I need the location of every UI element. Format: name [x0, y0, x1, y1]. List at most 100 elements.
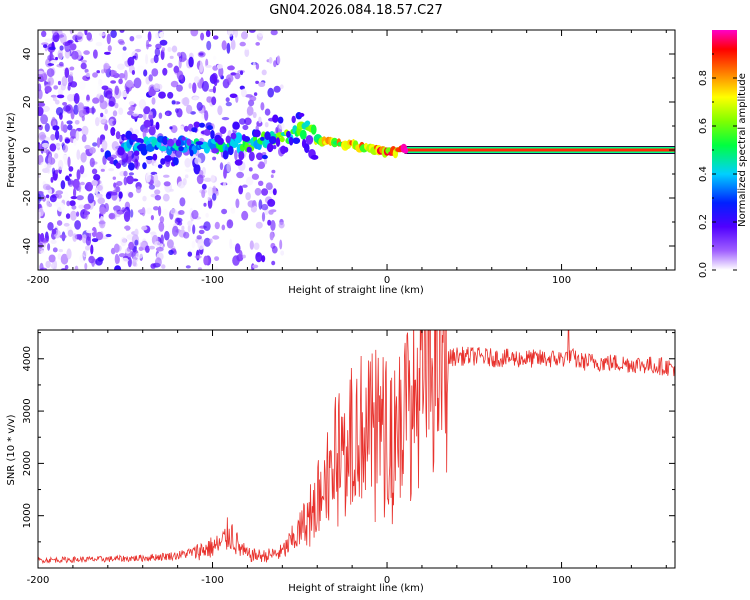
- noise-blob: [123, 170, 128, 177]
- noise-blob: [225, 74, 234, 83]
- noise-blob: [89, 147, 96, 154]
- noise-blob: [261, 188, 269, 196]
- noise-blob: [103, 62, 110, 70]
- ridge-halo-blob: [264, 131, 271, 141]
- noise-blob: [159, 31, 164, 38]
- noise-blob: [122, 228, 127, 235]
- ridge-band-core: [404, 148, 675, 152]
- noise-blob: [194, 76, 200, 84]
- noise-blob: [40, 232, 45, 242]
- ridge-halo-blob: [253, 129, 261, 138]
- noise-blob: [38, 174, 41, 178]
- noise-blob: [236, 171, 245, 179]
- noise-blob: [63, 222, 70, 227]
- ridge-halo-blob: [304, 143, 310, 154]
- noise-blob: [258, 116, 262, 124]
- ridge-halo-blob: [133, 150, 140, 156]
- noise-blob: [52, 125, 60, 131]
- noise-blob: [227, 30, 234, 37]
- noise-blob: [228, 219, 232, 226]
- noise-blob: [55, 190, 64, 195]
- noise-blob: [92, 142, 98, 147]
- noise-blob: [194, 157, 202, 165]
- noise-blob: [212, 156, 217, 161]
- noise-blob: [118, 191, 123, 199]
- ridge-halo-blob: [145, 155, 154, 161]
- ridge-halo-blob: [286, 130, 291, 138]
- noise-blob: [96, 184, 103, 191]
- noise-blob: [55, 56, 58, 61]
- noise-blob: [234, 30, 238, 38]
- noise-blob: [181, 57, 187, 61]
- noise-blob: [62, 102, 68, 106]
- noise-blob: [44, 86, 52, 93]
- noise-blob: [203, 255, 209, 266]
- noise-blob: [196, 235, 202, 240]
- ridge-blob: [279, 136, 285, 143]
- noise-blob: [93, 49, 98, 59]
- noise-blob: [48, 254, 56, 263]
- noise-blob: [69, 43, 77, 51]
- noise-blob: [162, 67, 168, 76]
- noise-blob: [200, 32, 205, 41]
- noise-blob: [150, 263, 156, 269]
- noise-blob: [153, 83, 161, 92]
- noise-blob: [270, 30, 278, 36]
- noise-blob: [110, 30, 117, 39]
- noise-blob: [70, 210, 77, 221]
- noise-blob: [95, 41, 103, 47]
- noise-blob: [188, 82, 192, 89]
- noise-blob: [48, 154, 52, 165]
- noise-blob: [52, 96, 57, 102]
- ridge-halo-blob: [219, 126, 227, 134]
- noise-blob: [145, 54, 149, 65]
- noise-blob: [107, 45, 112, 52]
- noise-blob: [164, 230, 170, 241]
- noise-blob: [153, 162, 160, 167]
- noise-blob: [52, 247, 58, 253]
- snr-ylabel: SNR (10 * v/v): [6, 414, 17, 485]
- noise-blob: [252, 111, 257, 119]
- noise-blob: [252, 264, 259, 269]
- noise-blob: [280, 250, 285, 256]
- noise-blob: [171, 100, 176, 105]
- noise-blob: [264, 108, 271, 116]
- ridge-halo-blob: [160, 158, 166, 165]
- noise-blob: [183, 231, 190, 239]
- noise-blob: [69, 81, 78, 88]
- noise-blob: [53, 85, 59, 90]
- ridge-halo-blob: [238, 151, 245, 161]
- noise-blob: [147, 31, 152, 42]
- colorbar-tick-label: 0.2: [698, 214, 709, 230]
- noise-blob: [166, 239, 174, 249]
- noise-blob: [150, 215, 154, 221]
- noise-blob: [190, 30, 199, 37]
- noise-blob: [79, 165, 85, 175]
- noise-blob: [135, 34, 143, 39]
- noise-blob: [135, 186, 142, 194]
- noise-blob: [220, 101, 228, 107]
- colorbar-tick-label: 0.0: [698, 262, 709, 278]
- noise-blob: [98, 32, 106, 37]
- noise-blob: [122, 46, 127, 51]
- noise-blob: [121, 51, 129, 62]
- noise-blob: [257, 161, 266, 169]
- spectrogram-ridge: [104, 112, 675, 171]
- noise-blob: [50, 176, 54, 183]
- noise-blob: [51, 228, 57, 235]
- noise-blob: [232, 255, 240, 266]
- snr-ytick-label: 1000: [22, 503, 33, 528]
- noise-blob: [212, 55, 217, 60]
- noise-blob: [229, 93, 238, 99]
- noise-blob: [69, 200, 76, 207]
- noise-blob: [63, 105, 71, 112]
- ridge-halo-blob: [234, 159, 243, 166]
- noise-blob: [212, 85, 216, 94]
- noise-blob: [212, 235, 220, 240]
- noise-blob: [178, 57, 182, 69]
- noise-blob: [59, 45, 64, 51]
- noise-blob: [69, 66, 75, 71]
- noise-blob: [104, 123, 109, 131]
- noise-blob: [67, 156, 71, 168]
